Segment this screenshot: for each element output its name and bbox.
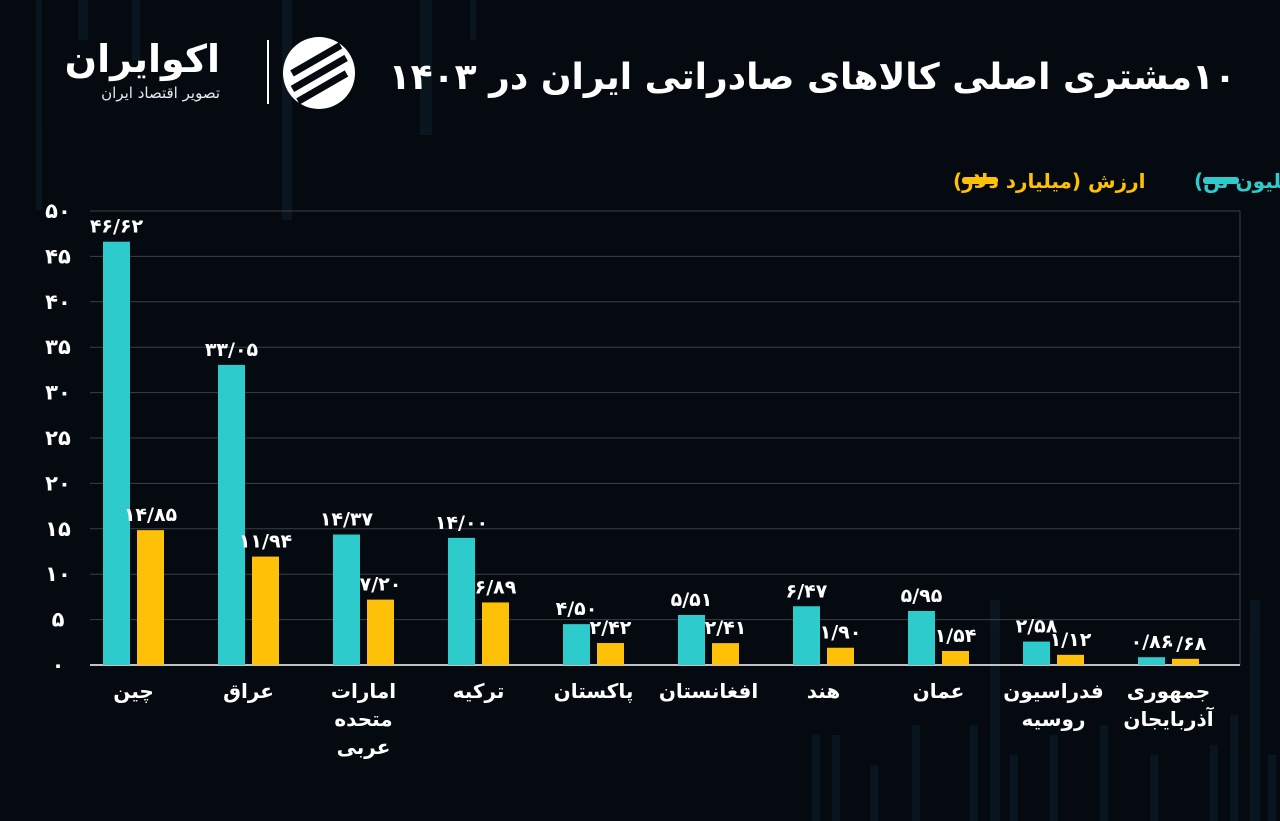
bar-weight <box>103 241 130 665</box>
y-tick-label: ۲۵ <box>45 426 71 450</box>
bar-weight <box>793 606 820 665</box>
y-tick-label: ۵۰ <box>45 199 71 223</box>
data-label: ۰/۸۶ <box>1131 631 1173 653</box>
data-label: ۱/۱۲ <box>1050 629 1092 651</box>
y-tick-label: ۳۰ <box>45 381 71 405</box>
category-label: افغانستان <box>659 679 758 703</box>
bar-weight <box>1023 641 1050 665</box>
y-tick-label: ۳۵ <box>45 335 71 359</box>
y-tick-label: ۵ <box>52 608 65 632</box>
data-label: ۳۳/۰۵ <box>205 339 259 361</box>
chart-title: ۱۰مشتری اصلی کالاهای صادراتی ایران در ۱۴… <box>388 57 1236 98</box>
data-label: ۴۶/۶۲ <box>90 216 144 238</box>
bar-value <box>597 643 624 665</box>
gridlines <box>90 210 1241 666</box>
data-label: ۱۴/۳۷ <box>320 509 374 531</box>
data-label: ۴/۵۰ <box>556 598 598 620</box>
bar-weight <box>678 614 705 665</box>
category-label: عربی <box>337 735 391 759</box>
x-axis-categories: چین عراق امارات متحده عربی ترکیه پاکستان افغانس… <box>113 679 1215 759</box>
bar-weight <box>563 624 590 665</box>
bar-value <box>252 556 279 665</box>
background-candlesticks <box>36 0 1276 821</box>
bar-value <box>712 643 739 665</box>
y-tick-label: ۱۰ <box>45 562 71 586</box>
brand-logo: اکوایران تصویر اقتصاد ایران <box>50 34 355 114</box>
data-label: ۱۴/۸۵ <box>124 504 178 526</box>
data-label: ۷/۲۰ <box>360 574 402 596</box>
legend-swatch-value <box>962 177 998 184</box>
y-tick-label: ۲۰ <box>45 471 71 495</box>
category-label: روسیه <box>1022 707 1086 731</box>
data-labels: ۴۶/۶۲ ۱۴/۸۵ ۳۳/۰۵ ۱۱/۹۴ ۱۴/۳۷ ۷/۲۰ ۱۴/۰۰ ۶/۸۹ ۴/… <box>90 216 1207 655</box>
data-label: ۲/۵۸ <box>1016 616 1058 638</box>
category-label: عراق <box>223 679 274 703</box>
bar-weight <box>1138 657 1165 665</box>
y-tick-label: ۱۵ <box>45 517 71 541</box>
bar-value <box>827 647 854 665</box>
legend-label-value: ارزش (میلیارد دلار) <box>953 169 1146 193</box>
category-label: هند <box>807 679 841 703</box>
bar-value <box>482 602 509 665</box>
category-label: متحده <box>334 707 392 731</box>
category-label: عمان <box>913 679 965 703</box>
category-label: ترکیه <box>453 679 505 703</box>
category-label: امارات <box>331 679 396 703</box>
y-tick-label: ۴۰ <box>45 290 71 314</box>
category-label: جمهوری <box>1127 679 1210 703</box>
data-label: ۰/۶۸ <box>1165 633 1207 655</box>
data-label: ۶/۴۷ <box>786 580 828 602</box>
data-label: ۶/۸۹ <box>475 576 517 598</box>
bar-value <box>1172 658 1199 665</box>
data-label: ۱/۵۴ <box>935 625 977 647</box>
category-label: آذربایجان <box>1123 706 1214 731</box>
brand-subtitle: تصویر اقتصاد ایران <box>101 84 220 102</box>
legend-swatch-weight <box>1203 177 1239 184</box>
bar-weight <box>448 537 475 665</box>
legend: وزن (میلیون تن) ارزش (میلیارد دلار) <box>953 169 1280 193</box>
bar-value <box>1057 654 1084 665</box>
bar-value <box>367 599 394 665</box>
y-tick-label: ۰ <box>52 653 65 677</box>
y-axis-ticks: ۰ ۵ ۱۰ ۱۵ ۲۰ ۲۵ ۳۰ ۳۵ ۴۰ ۴۵ ۵۰ <box>45 199 71 677</box>
bars <box>103 241 1199 665</box>
data-label: ۵/۹۵ <box>901 585 943 607</box>
data-label: ۲/۴۱ <box>705 617 747 639</box>
legend-label-weight: وزن (میلیون تن) <box>1194 169 1280 193</box>
logo-divider <box>267 40 269 104</box>
brand-name: اکوایران <box>64 37 220 81</box>
data-label: ۱۱/۹۴ <box>239 531 292 553</box>
data-label: ۵/۵۱ <box>671 589 713 611</box>
bar-weight <box>218 364 245 665</box>
data-label: ۲/۴۲ <box>590 617 632 639</box>
bar-value <box>942 651 969 665</box>
category-label: فدراسیون <box>1003 679 1103 703</box>
bar-weight <box>333 534 360 665</box>
bar-value <box>137 530 164 665</box>
data-label: ۱۴/۰۰ <box>435 512 488 534</box>
ecoiran-logo-icon <box>283 37 355 109</box>
category-label: چین <box>113 679 154 704</box>
category-label: پاکستان <box>554 679 634 704</box>
data-label: ۱/۹۰ <box>820 622 862 644</box>
y-tick-label: ۴۵ <box>45 244 71 268</box>
bar-weight <box>908 610 935 665</box>
